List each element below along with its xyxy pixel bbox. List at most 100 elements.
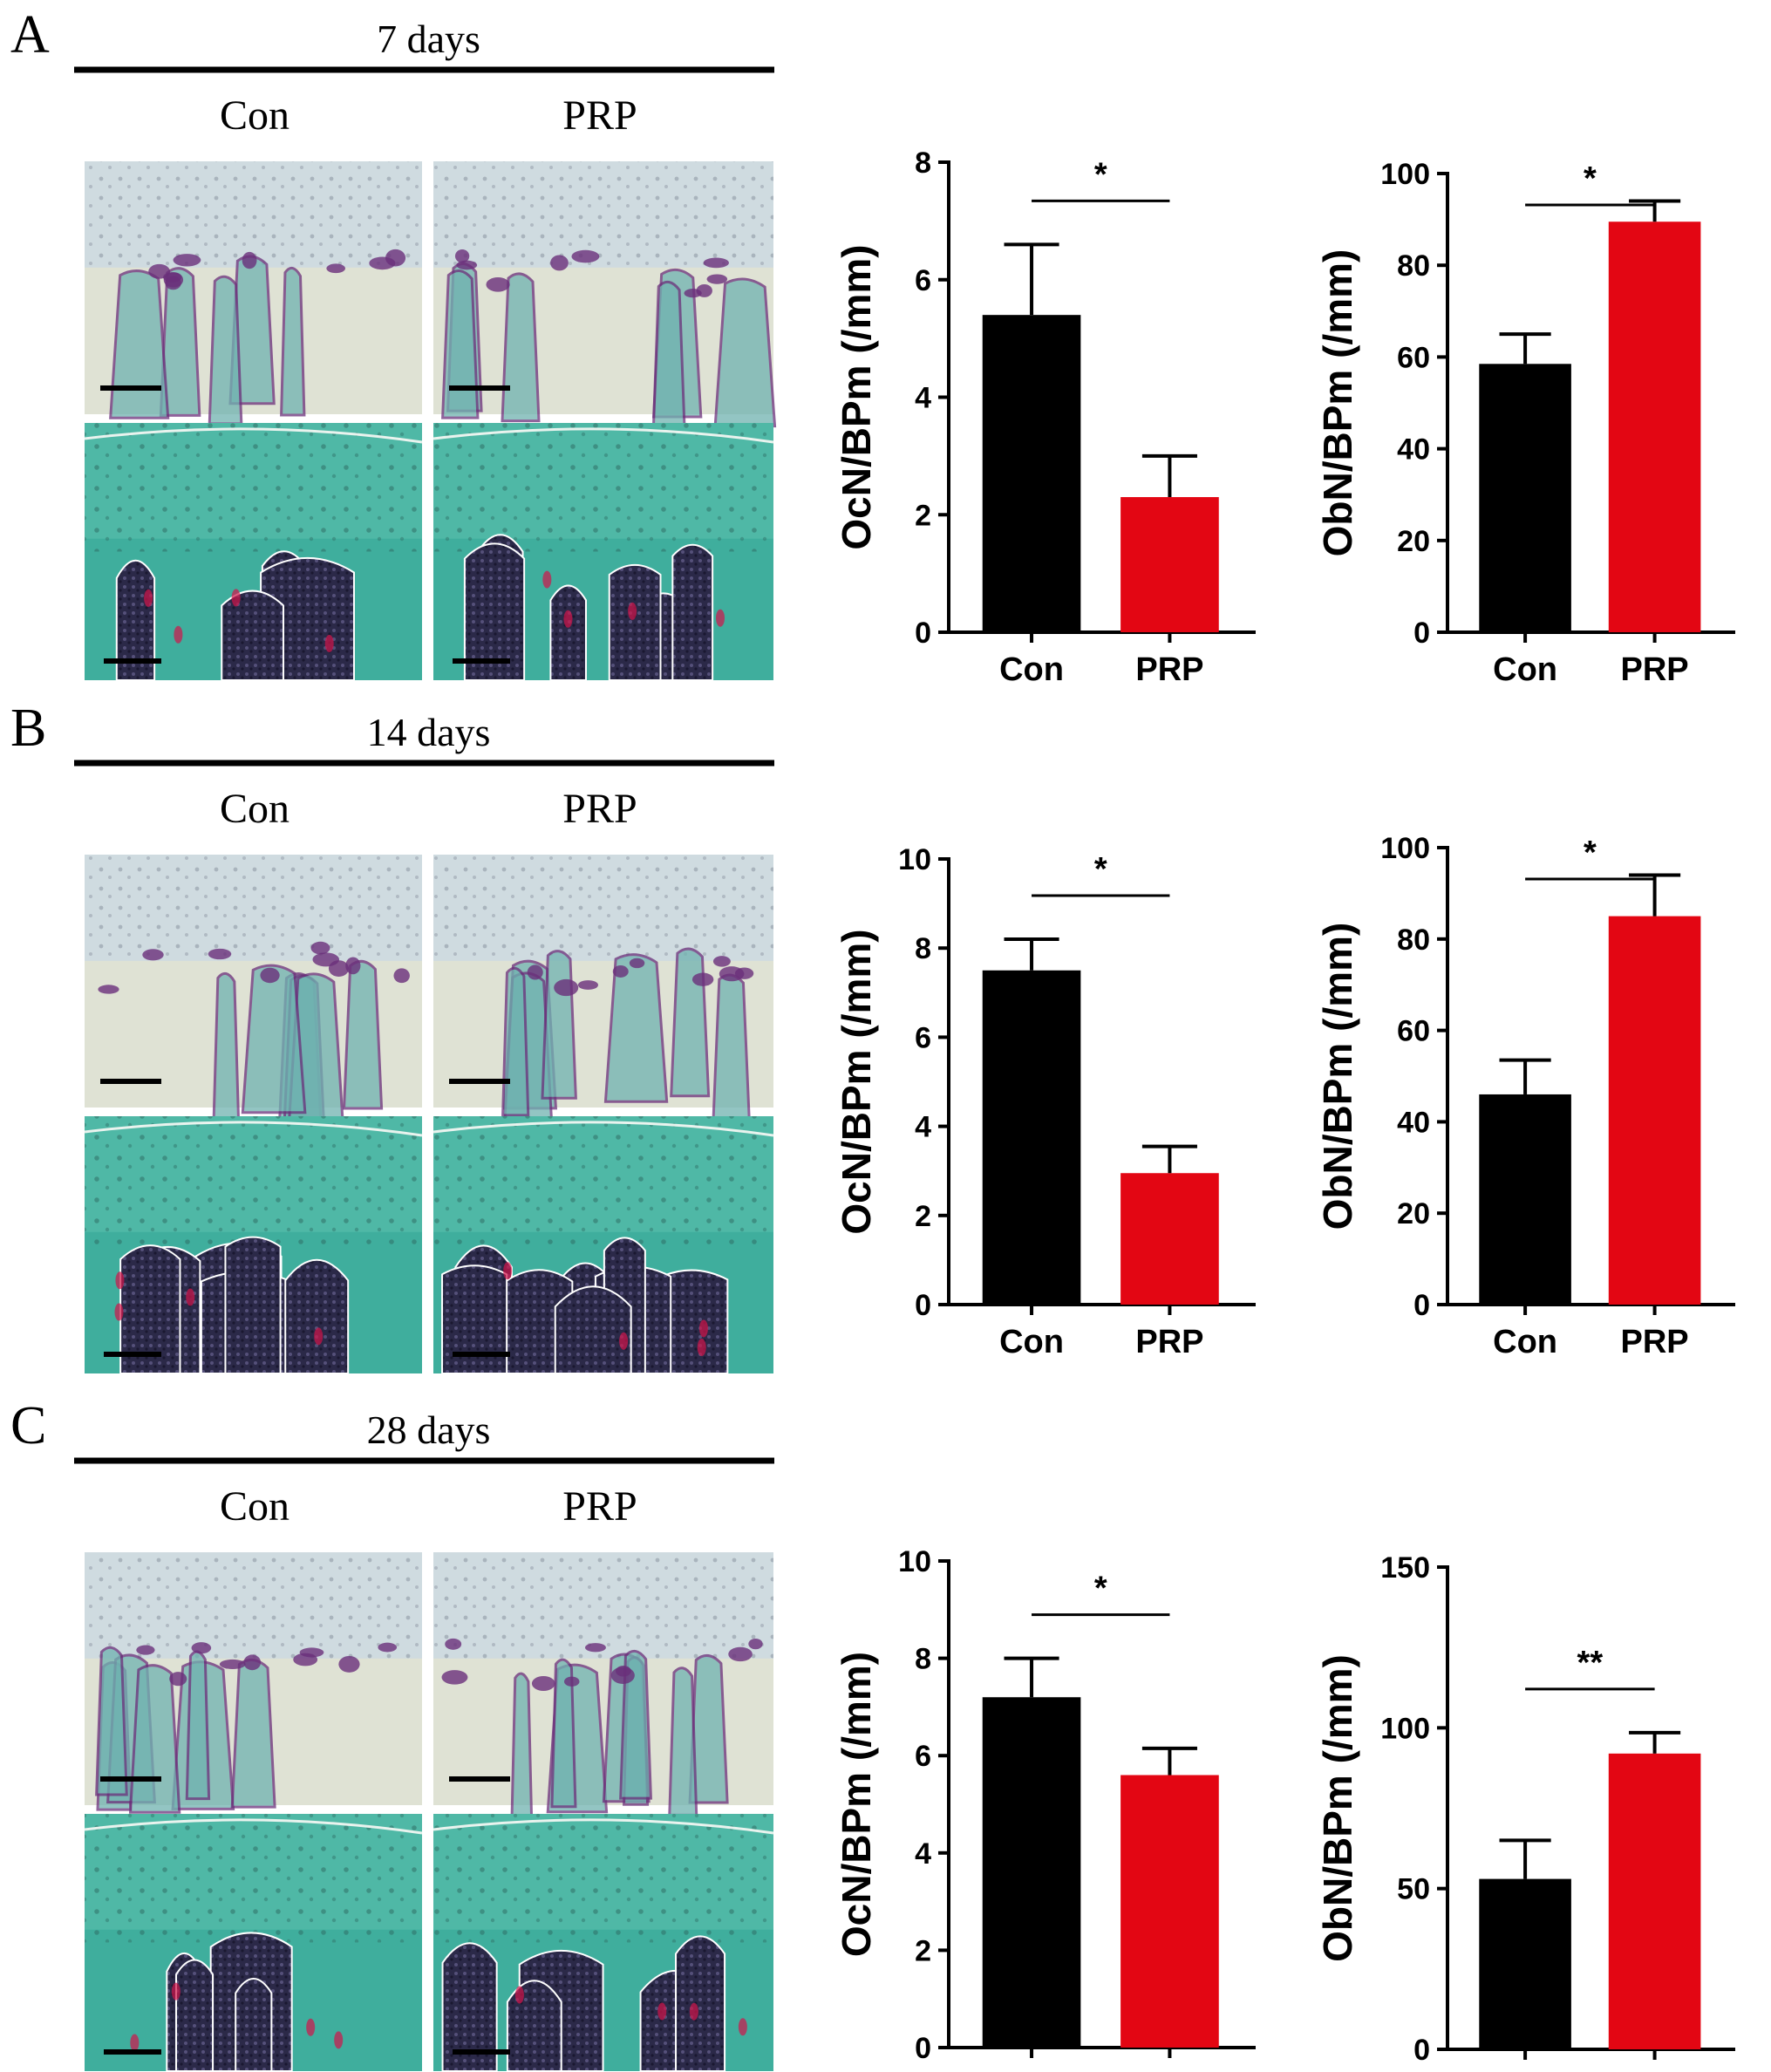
osteoclast-stain	[629, 958, 645, 969]
micrograph-trap-prp	[433, 855, 773, 1124]
trabecula-shape	[712, 973, 751, 1124]
osteoclast-stain	[456, 260, 478, 270]
x-tick-label: Con	[999, 1324, 1064, 1360]
micrograph-trap-prp	[433, 161, 777, 431]
osteoclast-stain	[326, 263, 345, 274]
vessel-stain	[174, 625, 183, 644]
trabecula-shape	[688, 1653, 729, 1804]
trabecula-shape	[230, 1659, 276, 1809]
panel-B: B 14 days Con PRP	[10, 699, 774, 1374]
trabecula-shape	[159, 267, 201, 417]
osteoclast-stain	[706, 274, 728, 284]
y-tick-label: 4	[915, 1837, 931, 1871]
y-tick-label: 4	[915, 382, 931, 415]
significance-marker: **	[1577, 1645, 1604, 1681]
chondrocyte-texture	[433, 423, 773, 552]
bar-prp	[1608, 222, 1701, 633]
trabecula-shape	[208, 275, 243, 426]
trabecula-shape	[603, 953, 669, 1103]
bar-chart-B-obn: 0 20 40 60 80 100 ObN/BPm (/mm) Con PRP *	[1315, 832, 1735, 1360]
marrow-region	[224, 1236, 282, 1374]
x-tick-label: PRP	[1621, 651, 1689, 688]
vessel-stain	[563, 610, 573, 628]
y-tick-label: 0	[915, 1289, 931, 1322]
osteoclast-stain	[169, 1672, 187, 1687]
vessel-stain	[115, 1271, 125, 1290]
trabecula-shape	[501, 272, 541, 423]
y-tick-label: 20	[1397, 525, 1430, 558]
osteoclast-stain	[584, 1643, 606, 1653]
osteoclast-stain	[571, 249, 600, 263]
vessel-stain	[542, 570, 552, 589]
y-tick-label: 100	[1380, 158, 1430, 191]
y-tick-label: 60	[1397, 341, 1430, 374]
trabecula-shape	[95, 1646, 128, 1796]
osteoclast-stain	[208, 948, 232, 960]
osteoclast-stain	[219, 1659, 246, 1669]
osteoclast-stain	[454, 249, 470, 263]
osteoclast-stain	[703, 257, 729, 269]
trabecula-shape	[441, 269, 480, 419]
marrow-region	[115, 559, 156, 681]
y-tick-label: 6	[915, 264, 931, 297]
bar-con	[1479, 1878, 1571, 2049]
osteoclast-stain	[378, 1642, 398, 1653]
osteoclast-stain	[242, 251, 257, 269]
osteoclast-stain	[310, 941, 330, 955]
trabecula-shape	[619, 1650, 653, 1800]
vessel-stain	[503, 1262, 513, 1280]
vessel-stain	[716, 609, 725, 627]
micrograph-trap-con	[85, 855, 422, 1124]
x-tick-label: PRP	[1135, 1324, 1203, 1360]
marrow-region	[221, 590, 284, 681]
vessel-stain	[130, 2034, 140, 2052]
articular-surface	[84, 1121, 423, 1137]
x-tick-label: Con	[1493, 651, 1557, 688]
osteoclast-stain	[312, 952, 340, 967]
osteoclast-stain	[338, 1655, 360, 1673]
osteoclast-stain	[243, 1654, 262, 1671]
significance-marker: *	[1584, 160, 1597, 197]
bar-prp	[1608, 916, 1701, 1305]
marrow-region	[671, 543, 714, 681]
y-tick-label: 80	[1397, 924, 1430, 957]
vessel-stain	[628, 602, 637, 620]
articular-surface	[433, 1121, 774, 1137]
bar-chart-C-ocn: 0 2 4 6 8 10 OcN/BPm (/mm) Con PRP *	[834, 1545, 1256, 2072]
marrow-region	[549, 584, 587, 681]
x-tick-label: Con	[1493, 2069, 1557, 2072]
trabecula-shape	[185, 1650, 211, 1801]
micrograph-trap-con	[85, 161, 422, 426]
trabecula-shape	[713, 277, 777, 428]
micrograph-fast-green-prp	[433, 1814, 774, 2072]
marrow-region	[554, 1285, 632, 1374]
y-tick-label: 60	[1397, 1015, 1430, 1048]
y-axis-label: OcN/BPm (/mm)	[834, 929, 879, 1234]
trabecula-shape	[228, 255, 276, 406]
micrograph-fast-green-con	[84, 1814, 423, 2072]
vessel-stain	[657, 2002, 667, 2021]
osteoclast-stain	[691, 972, 714, 986]
osteoclast-stain	[98, 985, 119, 994]
vessel-stain	[619, 1332, 629, 1350]
y-tick-label: 150	[1380, 1551, 1430, 1585]
vessel-stain	[698, 1319, 708, 1338]
y-tick-label: 100	[1380, 832, 1430, 865]
articular-surface	[433, 427, 774, 444]
osteoclast-stain	[610, 1666, 635, 1684]
bar-chart-B-ocn: 0 2 4 6 8 10 OcN/BPm (/mm) Con PRP *	[834, 843, 1256, 1360]
y-tick-label: 2	[915, 499, 931, 532]
micrograph-fast-green-con	[84, 423, 423, 681]
vessel-stain	[114, 1303, 124, 1321]
y-tick-label: 10	[898, 1545, 931, 1578]
y-tick-label: 40	[1397, 1106, 1430, 1139]
y-tick-label: 8	[915, 147, 931, 180]
articular-surface	[84, 427, 423, 444]
x-tick-label: Con	[999, 651, 1064, 688]
bar-prp	[1120, 1173, 1219, 1305]
osteoclast-stain	[345, 957, 361, 975]
articular-surface	[433, 1818, 774, 1835]
bar-con	[982, 315, 1081, 632]
bar-prp	[1120, 497, 1219, 632]
vessel-stain	[334, 2031, 344, 2049]
